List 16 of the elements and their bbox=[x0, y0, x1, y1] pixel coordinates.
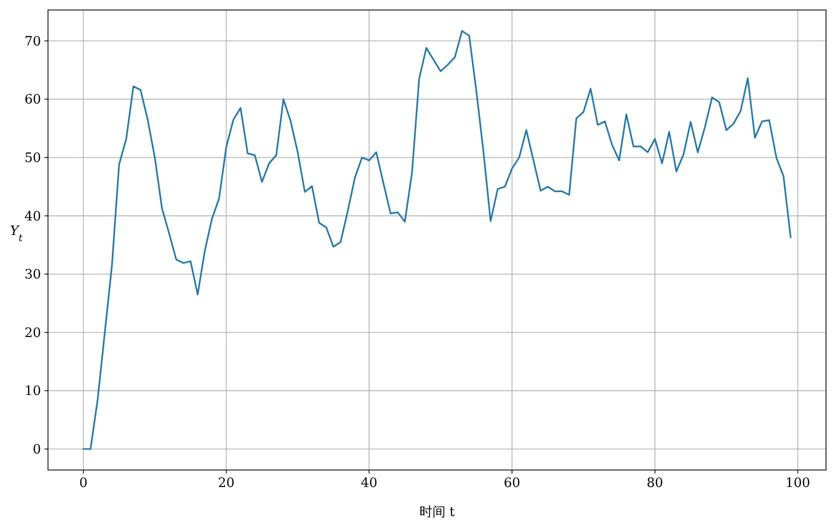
x-tick-label: 40 bbox=[360, 476, 378, 491]
y-tick-label: 30 bbox=[24, 268, 41, 283]
y-tick-label: 50 bbox=[24, 151, 41, 166]
x-tick-label: 60 bbox=[504, 476, 520, 491]
x-tick-label: 0 bbox=[79, 476, 88, 491]
x-tick-label: 20 bbox=[218, 476, 235, 491]
y-tick-label: 10 bbox=[24, 384, 41, 400]
y-tick-label: 60 bbox=[24, 92, 41, 108]
x-tick-label: 80 bbox=[646, 476, 664, 491]
y-tick-label: 40 bbox=[24, 209, 41, 224]
y-tick-label: 20 bbox=[24, 326, 41, 341]
y-tick-label: 70 bbox=[24, 34, 41, 50]
y-tick-label: 0 bbox=[32, 442, 41, 458]
x-axis-title: 时间 t bbox=[419, 505, 456, 520]
y-axis-title: Y$_{t}$ bbox=[10, 224, 23, 244]
x-tick-label: 100 bbox=[785, 476, 810, 491]
